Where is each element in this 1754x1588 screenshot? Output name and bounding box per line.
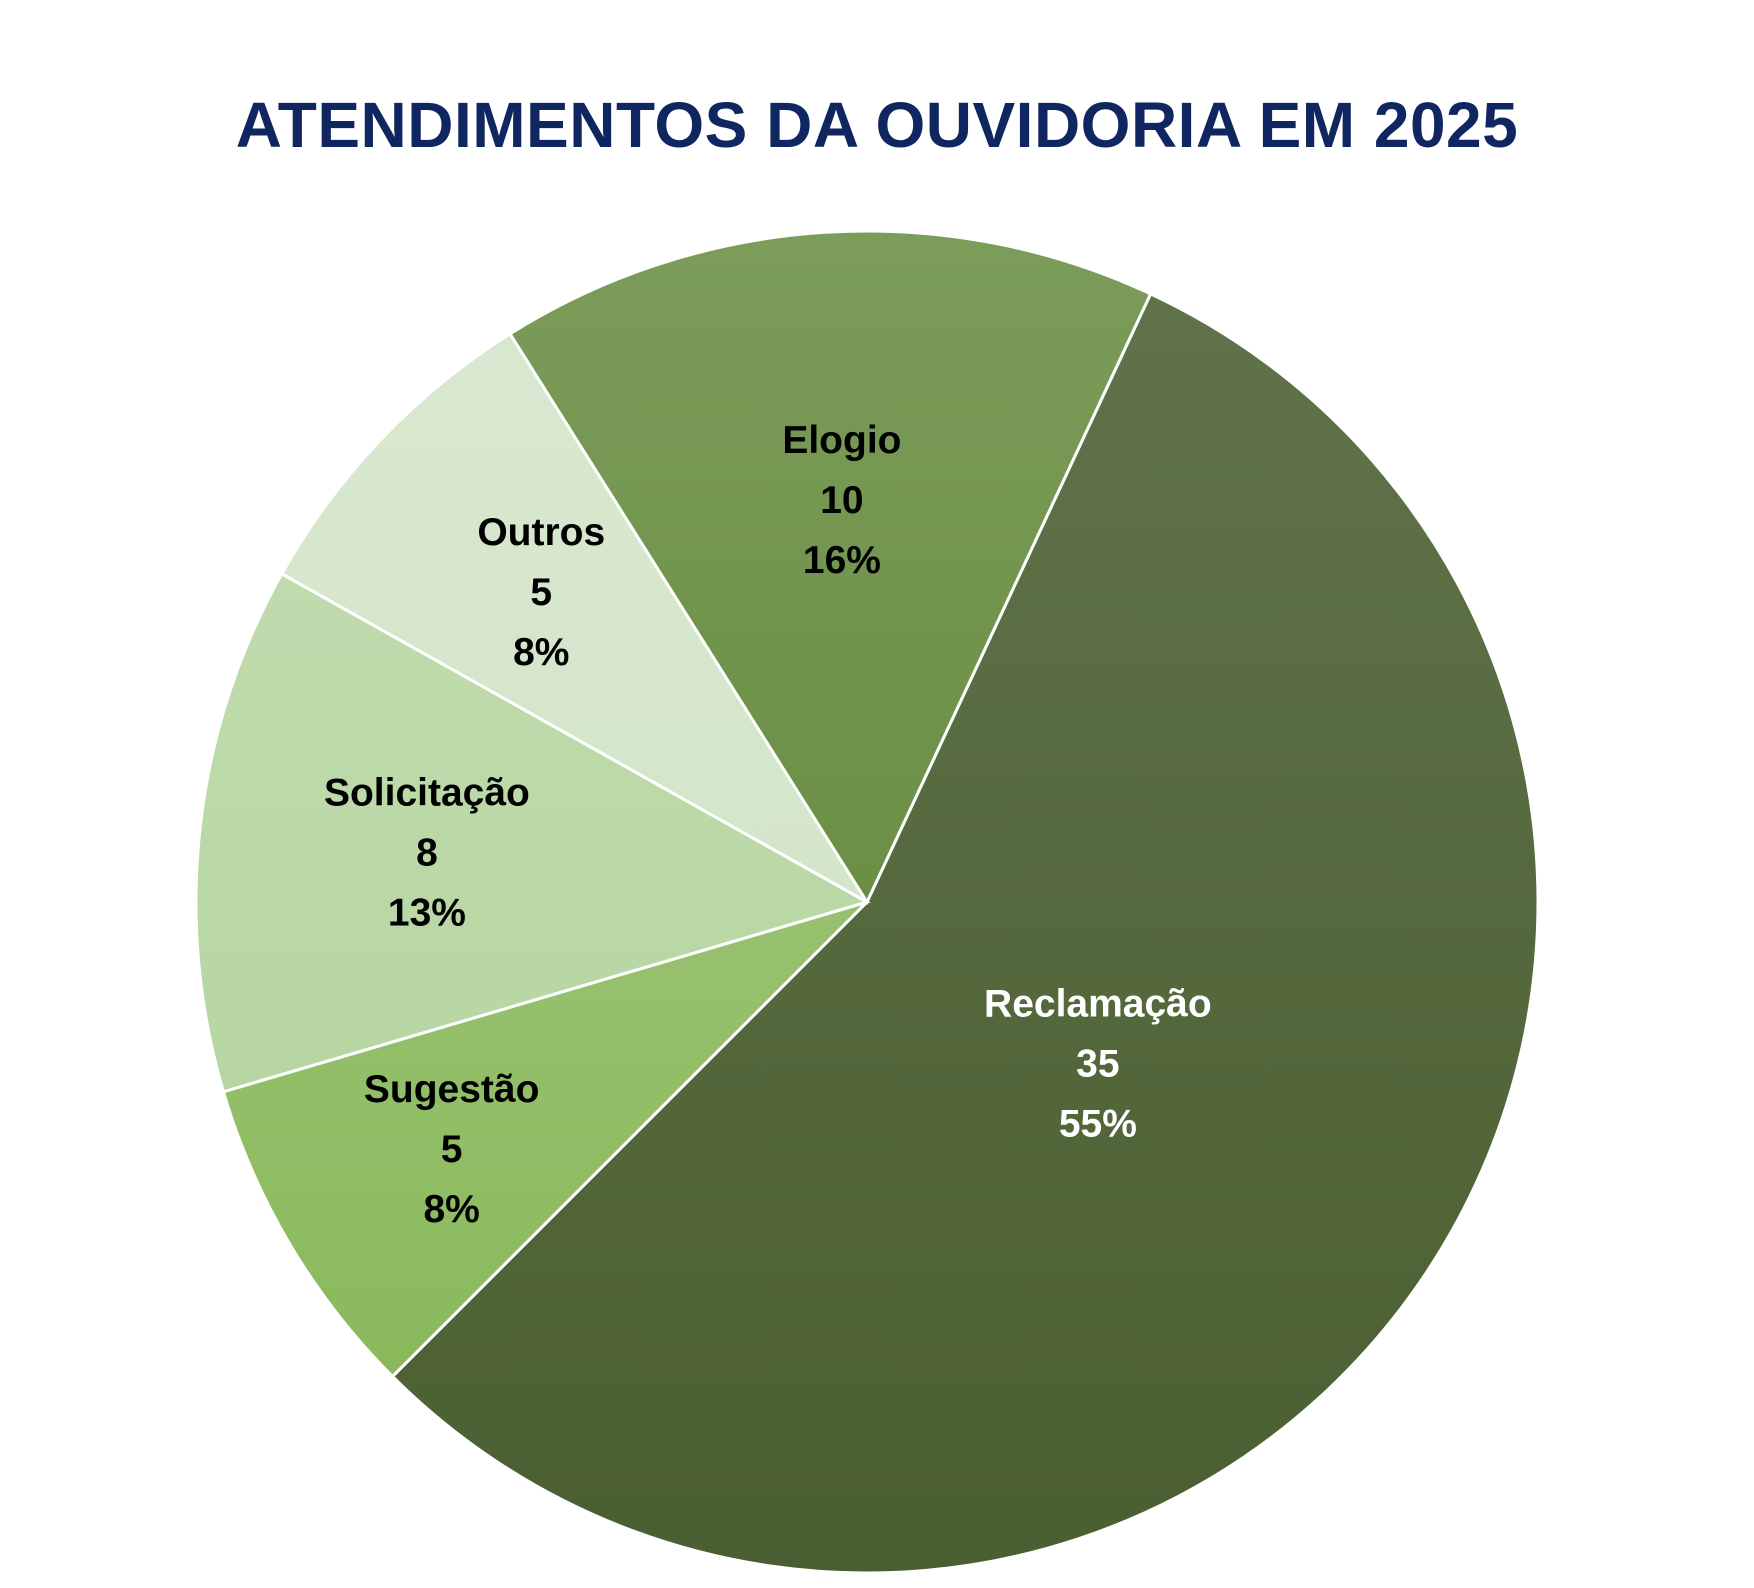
pie-slice-elogio [507, 229, 1153, 906]
pie-slice-solicitacao [194, 571, 871, 1094]
slice-name: Outros [477, 511, 605, 554]
slice-percent: 8% [513, 631, 569, 674]
slice-name: Solicitação [324, 771, 530, 814]
slice-labels: Reclamação 35 55% Sugestão 5 8% Solicitação 8 13… [324, 419, 1212, 1231]
pie-slice-sugestao [221, 900, 869, 1379]
slice-name: Reclamação [984, 983, 1212, 1026]
data-label-sugestao: Sugestão 5 8% [364, 1068, 540, 1231]
slice-name: Sugestão [364, 1068, 540, 1111]
pie-slice-outros [279, 331, 869, 904]
slice-value: 10 [820, 479, 863, 522]
data-label-outros: Outros 5 8% [477, 511, 605, 674]
pie-slice-reclamacao [390, 291, 1540, 1575]
slice-value: 5 [530, 571, 552, 614]
slice-percent: 8% [423, 1188, 479, 1231]
data-label-reclamacao: Reclamação 35 55% [984, 983, 1212, 1146]
slice-percent: 55% [1059, 1103, 1137, 1146]
slice-value: 35 [1076, 1043, 1119, 1086]
data-label-elogio: Elogio 10 16% [782, 419, 901, 582]
slice-value: 5 [441, 1128, 463, 1171]
slice-name: Elogio [782, 419, 901, 462]
slice-percent: 16% [803, 539, 881, 582]
pie-slices [194, 229, 1540, 1575]
slice-percent: 13% [388, 891, 466, 934]
slice-value: 8 [416, 831, 438, 874]
data-label-solicitacao: Solicitação 8 13% [324, 771, 530, 934]
chart-title: ATENDIMENTOS DA OUVIDORIA EM 2025 [235, 89, 1519, 161]
